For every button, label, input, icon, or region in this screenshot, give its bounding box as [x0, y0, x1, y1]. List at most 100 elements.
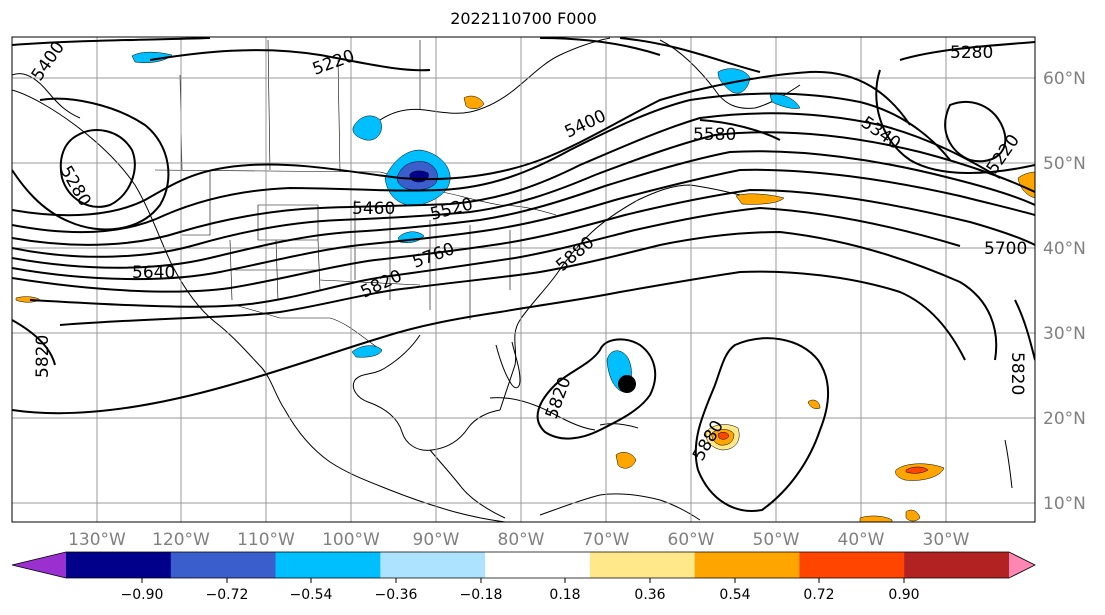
lat-label-50n: 50°N: [1043, 154, 1086, 174]
map-frame: [11, 36, 1036, 523]
colorbar-label-7: 0.36: [634, 587, 665, 603]
storm-center-dot: [618, 375, 636, 393]
contour-label-18: 5820: [1007, 352, 1027, 395]
height-contours: [12, 37, 1035, 512]
shade-tropical-red: [717, 432, 730, 440]
colorbar-segments: [12, 552, 1035, 578]
lat-label-10n: 10°N: [1043, 494, 1086, 514]
contour-5700: [12, 188, 1035, 293]
anomaly-shading: [15, 51, 1035, 522]
coastline-florida: [495, 341, 521, 389]
coastline-southamerica: [539, 493, 701, 521]
shade-gulf-orange: [463, 95, 485, 109]
lon-label-130w: 130°W: [68, 530, 126, 550]
lon-label-60w: 60°W: [668, 530, 715, 550]
shade-newfoundland-orange: [735, 193, 785, 205]
colorbar-segment: [275, 552, 381, 578]
lon-label-90w: 90°W: [413, 530, 460, 550]
lat-label-30n: 30°N: [1043, 324, 1086, 344]
lat-label-20n: 20°N: [1043, 409, 1086, 429]
contour-5400-west: [12, 97, 170, 231]
lat-label-40n: 40°N: [1043, 239, 1086, 259]
lon-label-120w: 120°W: [152, 530, 210, 550]
colorbar-segment: [66, 552, 172, 578]
contour-5880-subtropical: [694, 337, 829, 512]
latitude-axis: 60°N 50°N 40°N 30°N 20°N 10°N: [1043, 69, 1086, 514]
lon-label-80w: 80°W: [498, 530, 545, 550]
shade-gulf-cyan: [351, 345, 383, 358]
contour-5760: [29, 206, 961, 308]
colorbar-label-4: −0.36: [375, 587, 418, 603]
coastline-pacific-northamerica: [12, 89, 506, 522]
contour-5280-west-low: [59, 129, 136, 208]
border-us-mexico: [234, 304, 379, 349]
colorbar-label-3: −0.54: [290, 587, 333, 603]
contour-label-8: 5580: [693, 125, 736, 145]
coastline-gulf-mexico: [352, 334, 501, 451]
map-title: 2022110700 F000: [450, 9, 597, 28]
colorbar-label-6: 0.18: [549, 587, 580, 603]
coastline-alaska-islands: [12, 73, 81, 119]
colorbar-ticks: [141, 578, 905, 583]
lon-label-30w: 30°W: [923, 530, 970, 550]
colorbar-extend-high: [1009, 552, 1035, 578]
contour-5220-north: [149, 49, 431, 72]
longitude-axis: 130°W 120°W 110°W 100°W 90°W 80°W 70°W 6…: [68, 530, 970, 550]
shade-east-atlantic-red: [905, 466, 929, 474]
colorbar: −0.90 −0.72 −0.54 −0.36 −0.18 0.18 0.36 …: [11, 551, 1036, 603]
shade-east-edge-orange: [1017, 171, 1035, 199]
lat-label-60n: 60°N: [1043, 69, 1086, 89]
colorbar-outline: [11, 551, 1036, 579]
shade-greenland-cyan: [769, 94, 801, 109]
coastline-layer: [12, 37, 1013, 522]
colorbar-segment: [589, 552, 696, 578]
colorbar-segment: [799, 552, 905, 578]
lon-label-110w: 110°W: [237, 530, 295, 550]
contour-5580: [12, 150, 1035, 269]
contour-5520: [12, 131, 1035, 258]
contour-5640: [12, 168, 1035, 281]
coastline-atlantic-east: [499, 184, 741, 411]
shade-great-lakes-navy: [409, 170, 429, 183]
contour-5280-north: [12, 37, 761, 73]
contour-5820-east: [1014, 299, 1035, 361]
contour-5880-main: [12, 270, 966, 415]
contour-5280-east: [875, 41, 1035, 174]
contour-label-16: 5820: [33, 335, 53, 378]
colorbar-segment: [170, 552, 277, 578]
coastline-europe-africa: [1004, 439, 1013, 489]
shade-south-orange2: [905, 509, 921, 522]
shade-hudson-cyan: [352, 115, 382, 141]
shade-northatlantic-cyan: [717, 68, 751, 94]
colorbar-label-2: −0.72: [206, 587, 249, 603]
lon-label-50w: 50°W: [753, 530, 800, 550]
contour-5220-east: [944, 100, 1007, 163]
shade-caribbean-orange: [615, 452, 637, 469]
colorbar-segment: [380, 552, 486, 578]
contour-5580-north: [699, 119, 781, 141]
colorbar-label-10: 0.90: [888, 587, 919, 603]
shade-canada-cyan: [131, 51, 173, 63]
coastline-cuba: [489, 397, 596, 431]
colorbar-segment: [485, 552, 591, 578]
colorbar-segment: [694, 552, 800, 578]
contour-label-4: 5280: [950, 43, 993, 63]
lon-label-100w: 100°W: [322, 530, 380, 550]
contour-label-9: 5460: [352, 199, 395, 219]
contour-5400: [12, 92, 951, 234]
contour-label-11: 5640: [132, 263, 175, 283]
coastline-hudson: [379, 37, 611, 121]
colorbar-label-9: 0.72: [803, 587, 834, 603]
contour-label-13: 5700: [984, 239, 1027, 259]
contour-5220-northeast: [539, 37, 661, 56]
lon-label-70w: 70°W: [583, 530, 630, 550]
colorbar-label-8: 0.54: [719, 587, 750, 603]
map-plot-area: 5400 5220 5280 5280 5340 5220 5400 5580 …: [12, 37, 1035, 522]
contour-5820-main: [59, 230, 998, 361]
lon-label-40w: 40°W: [838, 530, 885, 550]
contour-5820-west: [12, 319, 56, 366]
colorbar-label-5: −0.18: [460, 587, 503, 603]
colorbar-segment: [904, 552, 1010, 578]
colorbar-label-1: −0.90: [121, 587, 164, 603]
